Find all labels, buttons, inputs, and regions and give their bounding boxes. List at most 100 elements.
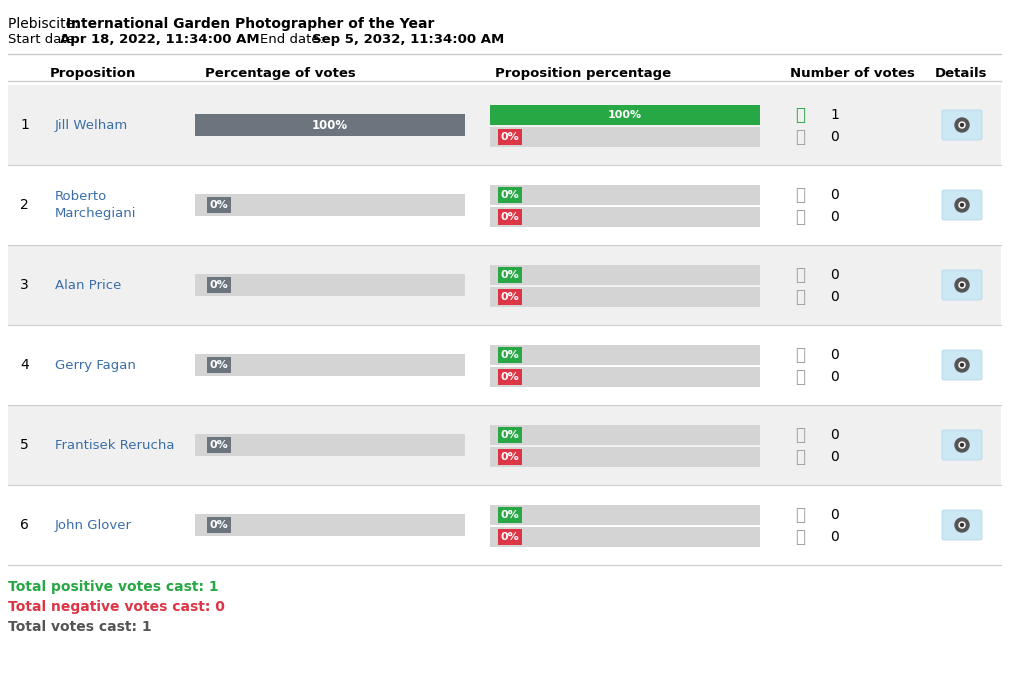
Text: 1: 1	[830, 108, 838, 122]
Text: 0%: 0%	[500, 532, 520, 542]
Text: 0: 0	[830, 268, 838, 282]
Text: Number of votes: Number of votes	[790, 67, 915, 80]
Circle shape	[959, 442, 965, 448]
Text: 0: 0	[830, 508, 838, 522]
Text: 👎: 👎	[795, 128, 805, 146]
Bar	[8, 485, 1001, 565]
Text: Proposition percentage: Proposition percentage	[495, 67, 671, 80]
Text: 0%: 0%	[500, 292, 520, 302]
Text: 1: 1	[20, 118, 29, 132]
Circle shape	[961, 524, 964, 526]
Text: 0%: 0%	[500, 190, 520, 200]
Text: Proposition: Proposition	[50, 67, 136, 80]
Text: 0: 0	[830, 428, 838, 442]
Text: 0%: 0%	[210, 360, 228, 370]
Bar	[195, 434, 465, 456]
Text: 0: 0	[830, 530, 838, 544]
Text: Apr 18, 2022, 11:34:00 AM: Apr 18, 2022, 11:34:00 AM	[60, 33, 259, 46]
Circle shape	[961, 123, 964, 127]
Bar	[490, 105, 760, 125]
Circle shape	[959, 202, 965, 208]
Bar	[490, 527, 760, 547]
Text: 4: 4	[20, 358, 28, 372]
FancyBboxPatch shape	[942, 430, 982, 460]
Text: Plebiscite:: Plebiscite:	[8, 17, 83, 31]
Circle shape	[955, 278, 969, 292]
Text: 0: 0	[830, 450, 838, 464]
Bar	[490, 207, 760, 227]
Text: 👍: 👍	[795, 506, 805, 524]
Text: 0%: 0%	[210, 440, 228, 450]
Text: 0: 0	[830, 210, 838, 224]
Text: 3: 3	[20, 278, 28, 292]
Text: 👍: 👍	[795, 106, 805, 124]
Text: Jill Welham: Jill Welham	[55, 119, 128, 132]
FancyBboxPatch shape	[942, 110, 982, 140]
Text: 2: 2	[20, 198, 28, 212]
Bar	[490, 105, 760, 125]
Bar	[195, 274, 465, 296]
Text: Percentage of votes: Percentage of votes	[205, 67, 356, 80]
Circle shape	[961, 283, 964, 287]
Text: John Glover: John Glover	[55, 519, 132, 531]
Text: Total positive votes cast: 1: Total positive votes cast: 1	[8, 580, 219, 594]
Bar	[490, 127, 760, 147]
FancyBboxPatch shape	[942, 350, 982, 380]
Bar	[490, 425, 760, 445]
Bar	[8, 165, 1001, 245]
FancyBboxPatch shape	[942, 190, 982, 220]
Text: 👎: 👎	[795, 288, 805, 306]
Text: Sep 5, 2032, 11:34:00 AM: Sep 5, 2032, 11:34:00 AM	[312, 33, 504, 46]
Text: 100%: 100%	[608, 110, 642, 120]
Bar	[8, 405, 1001, 485]
Bar	[490, 185, 760, 205]
Text: 👎: 👎	[795, 528, 805, 546]
Text: Total votes cast: 1: Total votes cast: 1	[8, 620, 151, 634]
Bar	[490, 367, 760, 387]
Text: Frantisek Rerucha: Frantisek Rerucha	[55, 438, 175, 451]
Circle shape	[961, 444, 964, 446]
Bar	[490, 287, 760, 307]
Bar	[195, 114, 465, 136]
Bar	[8, 245, 1001, 325]
Text: Gerry Fagan: Gerry Fagan	[55, 358, 136, 371]
Text: 👍: 👍	[795, 346, 805, 364]
Text: 0: 0	[830, 370, 838, 384]
Circle shape	[961, 203, 964, 207]
Bar	[490, 505, 760, 525]
Bar	[490, 447, 760, 467]
Circle shape	[959, 282, 965, 288]
Bar	[8, 325, 1001, 405]
Text: 👎: 👎	[795, 208, 805, 226]
Text: Roberto
Marchegiani: Roberto Marchegiani	[55, 190, 136, 220]
Text: 0%: 0%	[500, 132, 520, 142]
FancyBboxPatch shape	[942, 270, 982, 300]
Circle shape	[955, 518, 969, 532]
Text: 0%: 0%	[500, 452, 520, 462]
Text: Total negative votes cast: 0: Total negative votes cast: 0	[8, 600, 225, 614]
Bar	[195, 114, 465, 136]
Bar	[490, 345, 760, 365]
Circle shape	[959, 362, 965, 368]
Bar	[8, 85, 1001, 165]
Text: International Garden Photographer of the Year: International Garden Photographer of the…	[66, 17, 435, 31]
Text: 0: 0	[830, 290, 838, 304]
Text: 0%: 0%	[500, 372, 520, 382]
Text: 👍: 👍	[795, 426, 805, 444]
Text: 0: 0	[830, 348, 838, 362]
Text: 100%: 100%	[312, 119, 348, 132]
Text: 0%: 0%	[500, 270, 520, 280]
Text: 0: 0	[830, 130, 838, 144]
Bar	[195, 514, 465, 536]
Text: Alan Price: Alan Price	[55, 278, 121, 291]
Bar	[195, 354, 465, 376]
Text: 0%: 0%	[210, 520, 228, 530]
Circle shape	[955, 118, 969, 132]
Text: 👍: 👍	[795, 186, 805, 204]
Text: 0%: 0%	[500, 510, 520, 520]
Circle shape	[955, 358, 969, 372]
Text: 6: 6	[20, 518, 29, 532]
Text: 👎: 👎	[795, 448, 805, 466]
Text: Details: Details	[935, 67, 988, 80]
Text: 5: 5	[20, 438, 28, 452]
